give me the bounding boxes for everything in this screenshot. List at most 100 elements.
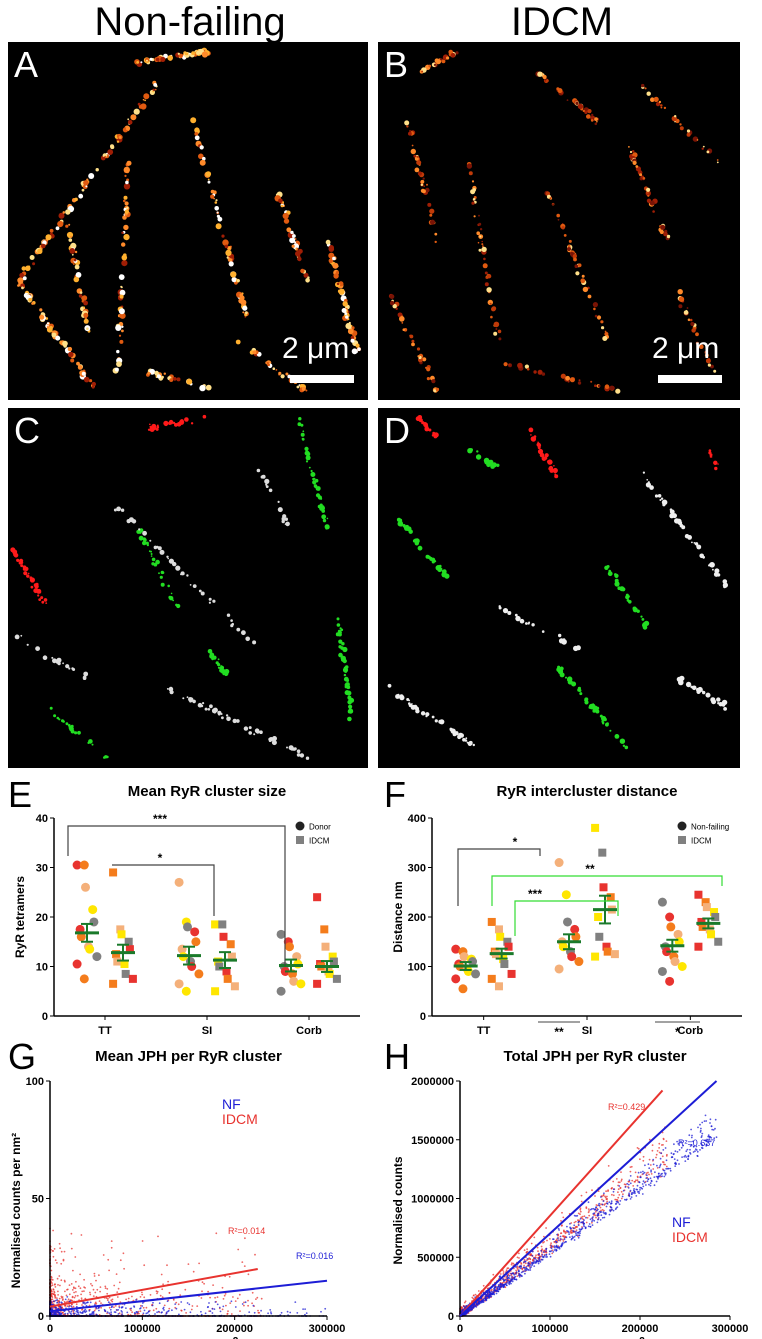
data-point — [592, 1213, 595, 1215]
fluorescence-spot — [241, 630, 246, 636]
fluorescence-spot — [228, 247, 231, 250]
fluorescence-spot — [357, 347, 361, 352]
data-point — [605, 1190, 607, 1193]
data-point — [694, 890, 703, 899]
data-point — [636, 1176, 639, 1179]
data-point — [471, 1308, 474, 1311]
fluorescence-spot — [560, 373, 566, 379]
data-point — [127, 1297, 130, 1300]
fluorescence-spot — [679, 126, 684, 131]
fluorescence-spot — [74, 197, 78, 202]
data-point — [612, 1188, 615, 1191]
data-point — [545, 1250, 547, 1253]
fluorescence-spot — [169, 378, 174, 382]
data-point — [52, 1255, 55, 1258]
data-point — [75, 1291, 77, 1293]
fluorescence-spot — [74, 250, 78, 254]
data-point — [696, 1155, 699, 1157]
fluorescence-spot — [428, 64, 432, 68]
data-point — [670, 957, 680, 967]
fluorescence-spot — [631, 150, 635, 153]
data-point — [595, 932, 604, 941]
fluorescence-spot — [164, 423, 168, 427]
data-point — [107, 1297, 109, 1300]
fluorescence-spot — [420, 183, 424, 186]
data-point — [60, 1310, 62, 1313]
y-tick-label: 30 — [36, 863, 48, 875]
fluorescence-spot — [41, 600, 45, 604]
data-point — [680, 1146, 683, 1149]
fluorescence-spot — [502, 608, 509, 614]
data-point — [83, 1290, 85, 1292]
fluorescence-spot — [123, 234, 130, 241]
fluorescence-spot — [614, 734, 620, 739]
fluorescence-spot — [566, 99, 569, 101]
fluorescence-spot — [176, 377, 181, 382]
x-tick-label: TT — [477, 1025, 491, 1037]
data-point — [88, 905, 98, 915]
significance-bracket — [514, 900, 619, 936]
fluorescence-spot — [305, 278, 310, 283]
data-point — [80, 1297, 83, 1300]
data-point — [606, 1200, 608, 1203]
data-point — [594, 1211, 597, 1213]
data-point — [660, 1173, 663, 1175]
data-point — [685, 1150, 688, 1153]
data-point — [215, 962, 224, 971]
legend-label: IDCM — [309, 837, 330, 846]
fluorescence-spot — [426, 377, 430, 381]
data-point — [131, 1295, 133, 1298]
fluorescence-spot — [280, 204, 284, 208]
fluorescence-spot — [217, 712, 221, 716]
data-point — [130, 1307, 133, 1310]
fluorescence-spot — [65, 664, 70, 669]
data-point — [663, 1175, 666, 1178]
fluorescence-spot — [23, 571, 28, 576]
fluorescence-spot — [348, 697, 352, 701]
data-point — [523, 1249, 526, 1252]
fluorescence-spot — [427, 202, 432, 207]
data-point — [59, 1247, 61, 1250]
data-point — [74, 1295, 77, 1297]
fluorescence-spot — [601, 326, 605, 330]
data-point — [569, 1226, 571, 1229]
data-point — [710, 908, 719, 917]
fluorescence-spot — [319, 505, 325, 511]
fluorescence-spot — [422, 177, 425, 180]
data-point — [556, 1239, 558, 1242]
data-point — [248, 1311, 251, 1313]
data-point — [543, 1235, 545, 1238]
data-point — [524, 1266, 527, 1269]
data-point — [617, 1181, 620, 1184]
fluorescence-spot — [182, 697, 185, 700]
fluorescence-spot — [232, 718, 237, 724]
data-point — [89, 1293, 92, 1296]
data-point — [198, 1262, 201, 1265]
y-tick-label: 400 — [408, 813, 426, 825]
data-point — [523, 1266, 525, 1269]
data-point — [567, 1230, 569, 1233]
data-point — [660, 1144, 663, 1146]
data-point — [700, 1127, 702, 1130]
fluorescence-spot — [161, 375, 164, 379]
fluorescence-spot — [541, 630, 545, 633]
data-point — [542, 1256, 545, 1259]
data-point — [561, 1235, 564, 1237]
fluorescence-spot — [191, 51, 196, 55]
fluorescence-spot — [577, 263, 582, 268]
data-point — [83, 1278, 85, 1281]
data-point — [549, 1255, 552, 1258]
data-point — [545, 1254, 548, 1256]
data-point — [512, 1272, 514, 1275]
data-point — [475, 1302, 478, 1305]
data-point — [523, 1264, 525, 1267]
data-point — [697, 1126, 699, 1129]
data-point — [513, 1273, 516, 1276]
data-point — [680, 1140, 682, 1143]
fluorescence-spot — [565, 375, 570, 381]
data-point — [243, 1301, 245, 1304]
fluorescence-spot — [411, 339, 415, 343]
fluorescence-spot — [151, 557, 156, 562]
data-point — [630, 1193, 633, 1195]
data-point — [57, 1290, 59, 1293]
